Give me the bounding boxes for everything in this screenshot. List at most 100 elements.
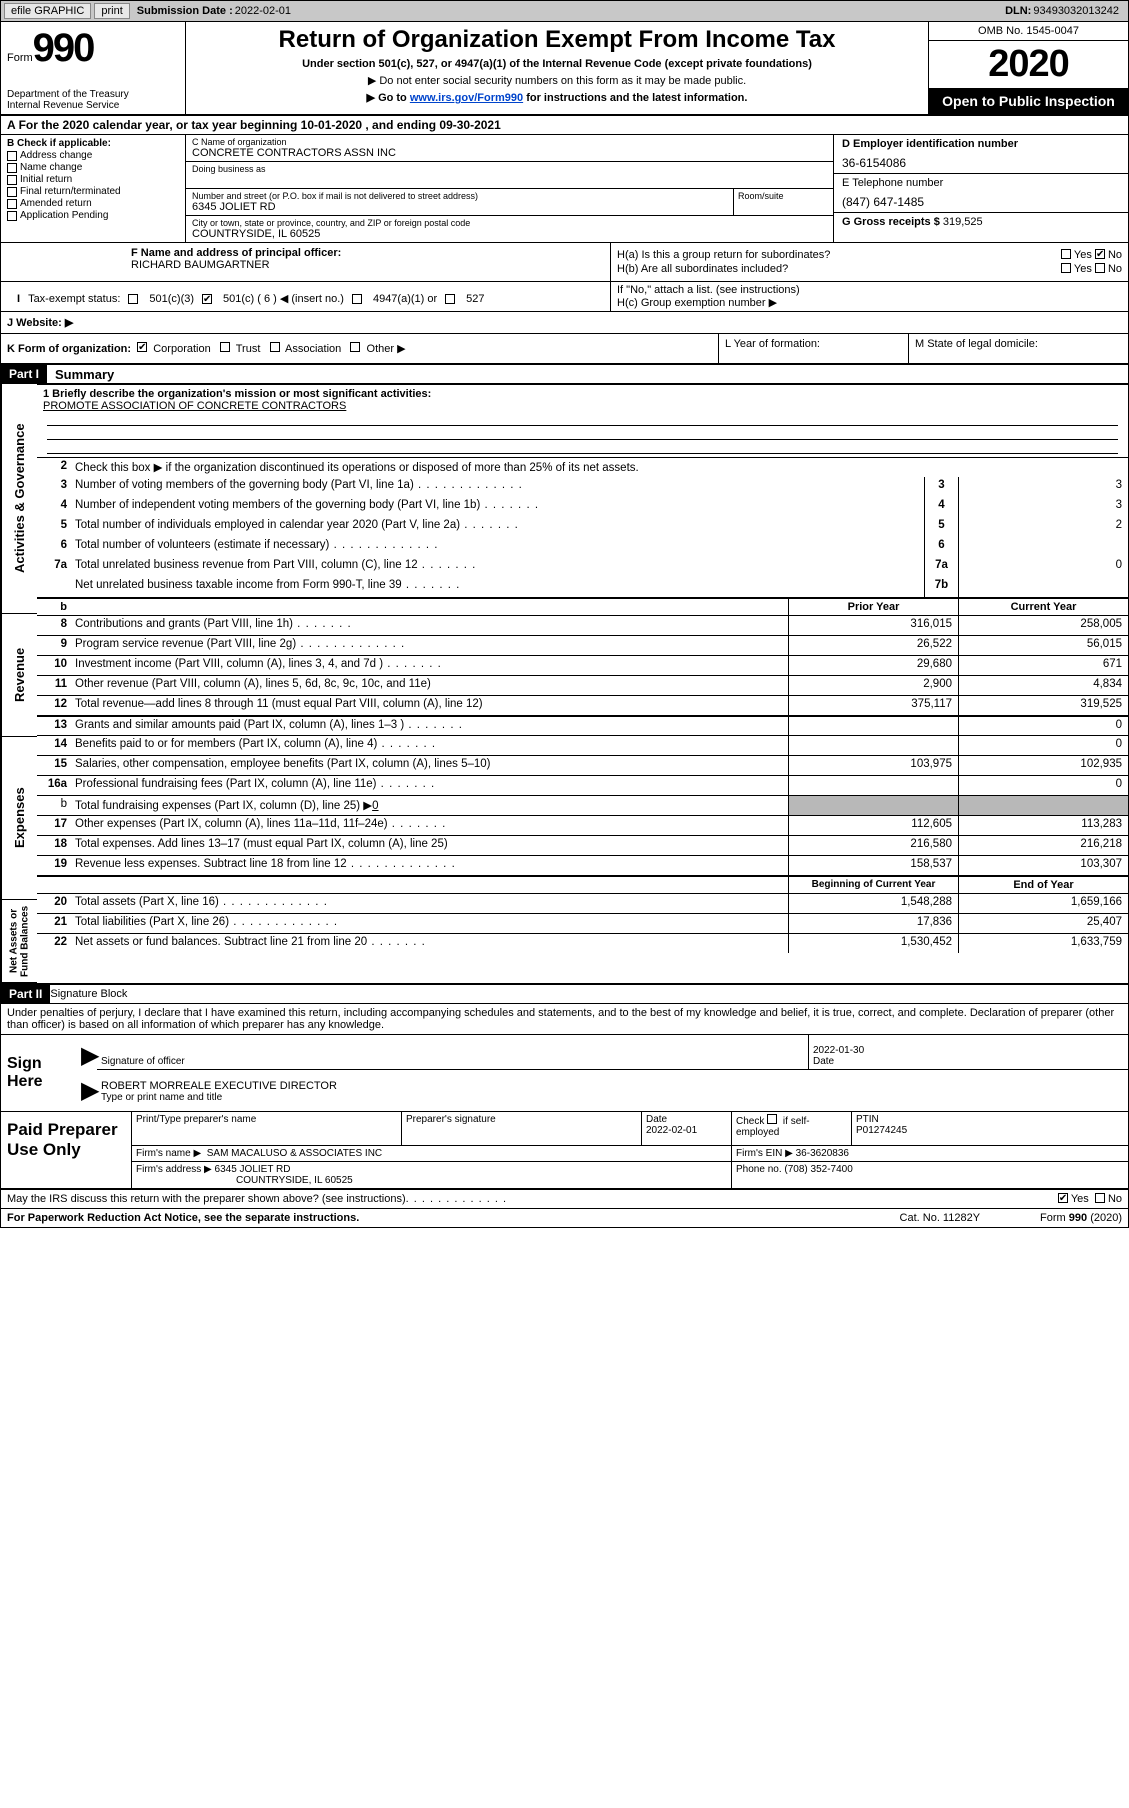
chk-501c[interactable] (202, 294, 212, 304)
self-employed: Check if self-employed (731, 1112, 851, 1145)
top-bar: efile GRAPHIC print Submission Date : 20… (0, 0, 1129, 22)
c16a: 0 (958, 776, 1128, 795)
city-lbl: City or town, state or province, country… (192, 218, 827, 228)
chk-app-pending[interactable] (7, 211, 17, 221)
phone-lbl: E Telephone number (842, 177, 1120, 189)
L-year-formation: L Year of formation: (718, 334, 908, 363)
chk-4947[interactable] (352, 294, 362, 304)
c13: 0 (958, 717, 1128, 735)
hdr-eoy: End of Year (958, 877, 1128, 893)
firm-address: Firm's address ▶ 6345 JOLIET RD COUNTRYS… (131, 1162, 731, 1188)
hdr-prior: Prior Year (788, 599, 958, 615)
section-K: K Form of organization: Corporation Trus… (1, 334, 718, 363)
chk-initial-return[interactable] (7, 175, 17, 185)
chk-amended[interactable] (7, 199, 17, 209)
hc-label: H(c) Group exemption number ▶ (617, 296, 1122, 309)
chk-hb-no[interactable] (1095, 263, 1105, 273)
c22: 1,633,759 (958, 934, 1128, 953)
ein-lbl: D Employer identification number (842, 138, 1120, 150)
p13 (788, 717, 958, 735)
chk-irs-no[interactable] (1095, 1193, 1105, 1203)
chk-ha-yes[interactable] (1061, 249, 1071, 259)
val-6 (958, 537, 1128, 557)
p14 (788, 736, 958, 755)
chk-ha-no[interactable] (1095, 249, 1105, 259)
line-16a: Professional fundraising fees (Part IX, … (71, 776, 788, 795)
c8: 258,005 (958, 616, 1128, 635)
c15: 102,935 (958, 756, 1128, 775)
print-btn[interactable]: print (94, 3, 129, 19)
cat-no: Cat. No. 11282Y (900, 1212, 981, 1224)
line-7b: Net unrelated business taxable income fr… (71, 577, 924, 597)
line-4: Number of independent voting members of … (71, 497, 924, 517)
name-arrow-icon: ▶ (81, 1070, 97, 1105)
p18: 216,580 (788, 836, 958, 855)
p17: 112,605 (788, 816, 958, 835)
line-9: Program service revenue (Part VIII, line… (71, 636, 788, 655)
chk-527[interactable] (445, 294, 455, 304)
c12: 319,525 (958, 696, 1128, 715)
chk-corp[interactable] (137, 342, 147, 352)
subtitle-3: ▶ Go to www.irs.gov/Form990 for instruct… (192, 91, 922, 104)
form-id-box: Form990 Department of the Treasury Inter… (1, 22, 186, 114)
line-20: Total assets (Part X, line 16) (71, 894, 788, 913)
org-name-lbl: C Name of organization (192, 137, 827, 147)
mission-text: PROMOTE ASSOCIATION OF CONCRETE CONTRACT… (43, 400, 1122, 412)
M-state-domicile: M State of legal domicile: (908, 334, 1128, 363)
c19: 103,307 (958, 856, 1128, 875)
chk-name-change[interactable] (7, 163, 17, 173)
J-website-lbl: J Website: ▶ (7, 316, 627, 329)
form-word: Form (7, 52, 33, 64)
page-title: Return of Organization Exempt From Incom… (192, 26, 922, 54)
dba-lbl: Doing business as (192, 164, 827, 174)
p16a (788, 776, 958, 795)
line-16b: Total fundraising expenses (Part IX, col… (71, 796, 788, 815)
chk-final-return[interactable] (7, 187, 17, 197)
chk-trust[interactable] (220, 342, 230, 352)
officer-signature[interactable]: Signature of officer (97, 1035, 808, 1070)
chk-self-employed[interactable] (767, 1114, 777, 1124)
ptin: PTINP01274245 (851, 1112, 1128, 1145)
line-14: Benefits paid to or for members (Part IX… (71, 736, 788, 755)
c20: 1,659,166 (958, 894, 1128, 913)
section-H: H(a) Is this a group return for subordin… (611, 243, 1128, 281)
chk-hb-yes[interactable] (1061, 263, 1071, 273)
p21: 17,836 (788, 914, 958, 933)
line-8: Contributions and grants (Part VIII, lin… (71, 616, 788, 635)
dln-val: 93493032013242 (1033, 5, 1119, 17)
chk-other[interactable] (350, 342, 360, 352)
line-13: Grants and similar amounts paid (Part IX… (71, 717, 788, 735)
form990-link[interactable]: www.irs.gov/Form990 (410, 92, 523, 104)
p10: 29,680 (788, 656, 958, 675)
phone-val: (847) 647-1485 (842, 195, 1120, 209)
line-21: Total liabilities (Part X, line 26) (71, 914, 788, 933)
section-I: I Tax-exempt status: 501(c)(3) 501(c) ( … (1, 282, 611, 311)
efile-btn[interactable]: efile GRAPHIC (4, 3, 91, 19)
street-val: 6345 JOLIET RD (192, 201, 827, 213)
chk-assoc[interactable] (270, 342, 280, 352)
ein-val: 36-6154086 (842, 156, 1120, 170)
p20: 1,548,288 (788, 894, 958, 913)
sign-here-label: Sign Here (1, 1035, 81, 1111)
c9: 56,015 (958, 636, 1128, 655)
val-4: 3 (958, 497, 1128, 517)
line-2: Check this box ▶ if the organization dis… (71, 458, 1128, 477)
chk-address-change[interactable] (7, 151, 17, 161)
line-18: Total expenses. Add lines 13–17 (must eq… (71, 836, 788, 855)
part-I-header: Part I Summary (1, 365, 1128, 384)
sign-arrow-icon: ▶ (81, 1035, 97, 1070)
p8: 316,015 (788, 616, 958, 635)
val-7b (958, 577, 1128, 597)
line-3: Number of voting members of the governin… (71, 477, 924, 497)
B-label: B Check if applicable: (7, 138, 179, 149)
chk-501c3[interactable] (128, 294, 138, 304)
chk-irs-yes[interactable] (1058, 1193, 1068, 1203)
hdr-boc: Beginning of Current Year (788, 877, 958, 893)
preparer-date: Date2022-02-01 (641, 1112, 731, 1145)
side-activities: Activities & Governance (1, 384, 37, 614)
p15: 103,975 (788, 756, 958, 775)
c17: 113,283 (958, 816, 1128, 835)
p9: 26,522 (788, 636, 958, 655)
c18: 216,218 (958, 836, 1128, 855)
c10: 671 (958, 656, 1128, 675)
